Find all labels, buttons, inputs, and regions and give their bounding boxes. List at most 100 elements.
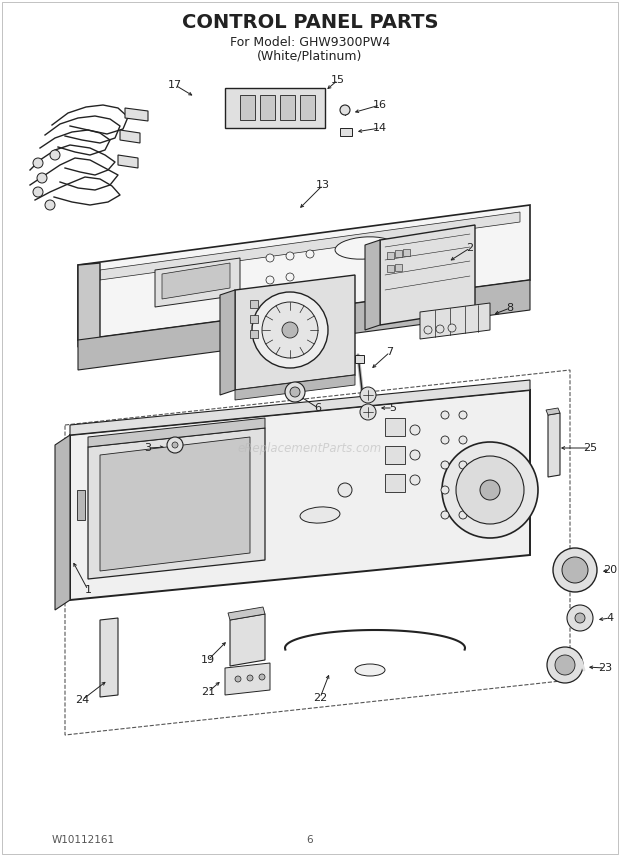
Circle shape xyxy=(575,613,585,623)
Polygon shape xyxy=(120,130,140,143)
Bar xyxy=(395,264,402,271)
Circle shape xyxy=(441,461,449,469)
Circle shape xyxy=(37,173,47,183)
Circle shape xyxy=(410,450,420,460)
Bar xyxy=(250,300,258,308)
Circle shape xyxy=(410,475,420,485)
Polygon shape xyxy=(100,437,250,571)
Bar xyxy=(387,265,394,272)
Polygon shape xyxy=(55,435,70,610)
Bar xyxy=(355,355,364,363)
Polygon shape xyxy=(88,418,265,447)
Text: CONTROL PANEL PARTS: CONTROL PANEL PARTS xyxy=(182,13,438,32)
Polygon shape xyxy=(78,263,100,347)
Text: 17: 17 xyxy=(168,80,182,90)
Text: 5: 5 xyxy=(389,403,397,413)
Polygon shape xyxy=(228,607,265,620)
Bar xyxy=(385,418,405,436)
Circle shape xyxy=(285,382,305,402)
Bar xyxy=(250,330,258,338)
Polygon shape xyxy=(70,390,530,600)
Bar xyxy=(300,95,315,120)
Polygon shape xyxy=(100,618,118,697)
Text: 13: 13 xyxy=(316,180,330,190)
Circle shape xyxy=(306,250,314,258)
Polygon shape xyxy=(235,275,355,390)
Bar xyxy=(385,474,405,492)
Circle shape xyxy=(172,442,178,448)
Bar xyxy=(250,315,258,323)
Polygon shape xyxy=(162,263,230,299)
Text: For Model: GHW9300PW4: For Model: GHW9300PW4 xyxy=(230,35,390,49)
Text: 3: 3 xyxy=(144,443,151,453)
Bar xyxy=(403,249,410,256)
Bar xyxy=(387,252,394,259)
Circle shape xyxy=(562,557,588,583)
Circle shape xyxy=(459,486,467,494)
Polygon shape xyxy=(155,258,240,307)
Circle shape xyxy=(459,511,467,519)
Ellipse shape xyxy=(300,507,340,523)
Text: 1: 1 xyxy=(84,585,92,595)
Circle shape xyxy=(410,425,420,435)
Text: 8: 8 xyxy=(507,303,513,313)
Text: 16: 16 xyxy=(373,100,387,110)
Bar xyxy=(77,490,85,520)
Text: 23: 23 xyxy=(598,663,612,673)
Circle shape xyxy=(33,158,43,168)
Text: W10112161: W10112161 xyxy=(52,835,115,845)
Text: 7: 7 xyxy=(386,347,394,357)
Circle shape xyxy=(547,647,583,683)
Circle shape xyxy=(441,511,449,519)
Bar xyxy=(260,95,275,120)
Polygon shape xyxy=(380,225,475,325)
Circle shape xyxy=(252,292,328,368)
Text: 20: 20 xyxy=(603,565,617,575)
Polygon shape xyxy=(78,205,530,340)
Text: 4: 4 xyxy=(606,613,614,623)
Text: 14: 14 xyxy=(373,123,387,133)
Circle shape xyxy=(259,674,265,680)
Circle shape xyxy=(448,324,456,332)
Polygon shape xyxy=(230,614,265,666)
Circle shape xyxy=(555,655,575,675)
Circle shape xyxy=(286,252,294,260)
Circle shape xyxy=(45,200,55,210)
Text: (White/Platinum): (White/Platinum) xyxy=(257,50,363,62)
Circle shape xyxy=(424,326,432,334)
Circle shape xyxy=(442,442,538,538)
Text: 15: 15 xyxy=(331,75,345,85)
Polygon shape xyxy=(548,413,560,477)
Polygon shape xyxy=(100,212,520,280)
Circle shape xyxy=(459,436,467,444)
Text: 2: 2 xyxy=(466,243,474,253)
Bar xyxy=(280,95,295,120)
Circle shape xyxy=(441,436,449,444)
Bar xyxy=(395,250,402,257)
Circle shape xyxy=(360,404,376,420)
Polygon shape xyxy=(88,428,265,579)
Circle shape xyxy=(247,675,253,681)
Circle shape xyxy=(282,322,298,338)
Circle shape xyxy=(441,486,449,494)
Circle shape xyxy=(235,676,241,682)
Text: eReplacementParts.com: eReplacementParts.com xyxy=(238,442,382,455)
Polygon shape xyxy=(118,155,138,168)
Circle shape xyxy=(459,461,467,469)
Polygon shape xyxy=(225,663,270,695)
Circle shape xyxy=(456,456,524,524)
Circle shape xyxy=(480,480,500,500)
Polygon shape xyxy=(365,240,380,330)
Circle shape xyxy=(262,302,318,358)
Text: 21: 21 xyxy=(201,687,215,697)
Circle shape xyxy=(340,105,350,115)
Circle shape xyxy=(266,276,274,284)
Text: 6: 6 xyxy=(314,403,322,413)
Circle shape xyxy=(459,411,467,419)
Polygon shape xyxy=(546,408,560,415)
Circle shape xyxy=(360,387,376,403)
Text: 6: 6 xyxy=(307,835,313,845)
Text: 22: 22 xyxy=(313,693,327,703)
Circle shape xyxy=(567,605,593,631)
Polygon shape xyxy=(70,380,530,435)
